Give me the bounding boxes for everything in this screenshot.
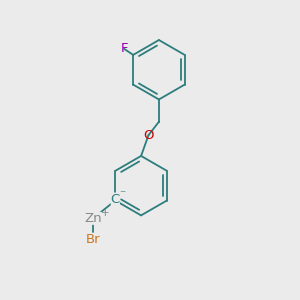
Text: ⁻: ⁻ [119,189,125,202]
Text: Br: Br [86,233,101,246]
Text: O: O [143,129,154,142]
Text: Zn: Zn [84,212,102,225]
Text: +: + [101,208,110,218]
Text: F: F [121,42,128,56]
Text: C: C [111,193,120,206]
